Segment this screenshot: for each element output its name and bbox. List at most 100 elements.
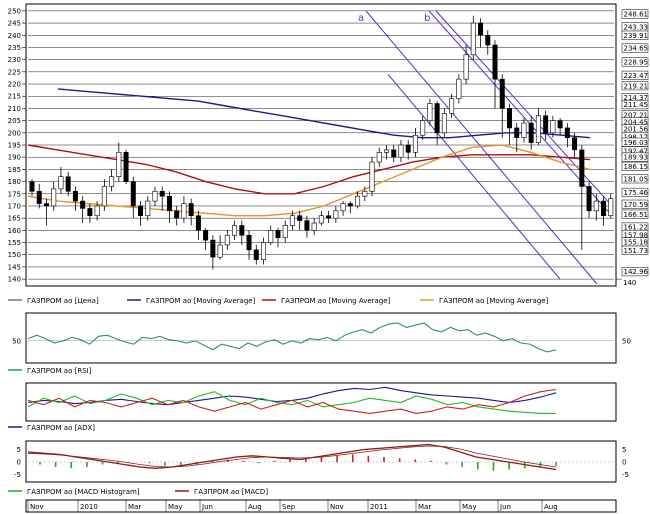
price-label: 207.21 xyxy=(624,112,649,120)
time-axis-label: Jun xyxy=(201,503,213,511)
candle-body xyxy=(51,188,57,207)
candle-body xyxy=(268,230,274,243)
price-label-box xyxy=(621,70,649,80)
price-label-box xyxy=(621,9,649,19)
time-axis-label: Jun xyxy=(499,503,511,511)
price-label-box xyxy=(621,187,649,197)
candle-body xyxy=(333,210,339,219)
candle-body xyxy=(441,112,447,134)
candle-body xyxy=(383,149,389,153)
candle-body xyxy=(65,176,71,192)
price-y-tick-label: 190 xyxy=(8,154,21,162)
candle-body xyxy=(427,103,433,121)
price-legend: ГАЗПРОМ ао [Цена] ГАЗПРОМ ао [Moving Aver… xyxy=(8,297,549,305)
candle-body xyxy=(246,234,252,251)
rsi-legend: ГАЗПРОМ ао [RSI] xyxy=(8,367,92,375)
price-label: 189.93 xyxy=(624,154,649,162)
time-axis-label: Sep xyxy=(282,503,296,511)
channel-label-a: a xyxy=(358,13,364,24)
candle-body xyxy=(311,222,317,231)
price-label: 234.65 xyxy=(624,45,649,53)
rsi-line xyxy=(27,322,557,353)
price-y-tick-label: 200 xyxy=(8,129,21,137)
candle-body xyxy=(463,54,469,80)
candle-body xyxy=(456,78,462,99)
candle-body xyxy=(116,152,122,178)
candle-body xyxy=(304,220,310,231)
adx-legend-entry: ГАЗПРОМ ао [ADX] xyxy=(27,424,95,432)
time-axis: Nov 2010 Mar May Jun Aug Sep Nov 2011 Mar May Jun Au… xyxy=(27,500,558,512)
candle-body xyxy=(152,191,158,202)
candle-body xyxy=(340,203,346,212)
price-y-axis: 140 145 150 155 160 165 170 175 180 185 190 195 200 2… xyxy=(8,7,26,284)
candle-body xyxy=(601,200,607,217)
price-label: 243.33 xyxy=(624,23,649,31)
candle-body xyxy=(506,108,512,129)
price-label-box xyxy=(621,57,649,67)
candle-body xyxy=(36,191,42,204)
price-label: 157.98 xyxy=(624,232,649,240)
price-label-box xyxy=(621,100,649,110)
candle-body xyxy=(87,208,93,217)
candle-body xyxy=(174,210,180,219)
candle-body xyxy=(43,203,49,207)
price-label: 223.47 xyxy=(624,72,649,80)
candle-body xyxy=(478,22,484,36)
price-y-tick-label: 250 xyxy=(8,7,21,15)
price-label-box xyxy=(621,209,649,219)
candle-body xyxy=(297,215,303,221)
candle-body xyxy=(499,78,505,109)
channel-line-d xyxy=(387,73,561,280)
macd-line xyxy=(27,443,557,471)
price-label-box xyxy=(621,267,649,277)
price-label: 201.56 xyxy=(624,125,649,133)
price-y-tick-label: 165 xyxy=(8,215,21,223)
price-y-tick-label: 170 xyxy=(8,202,21,210)
candle-body xyxy=(434,103,440,134)
price-label: 175.46 xyxy=(624,189,649,197)
candle-body xyxy=(275,230,281,238)
legend-entry: ГАЗПРОМ ао [Moving Average] xyxy=(439,297,549,305)
candle-body xyxy=(514,127,520,138)
macd-y-label-left: 0 xyxy=(17,459,21,467)
candle-body xyxy=(593,200,599,212)
candle-body xyxy=(543,115,549,134)
candle-body xyxy=(239,225,245,236)
price-label: 142.96 xyxy=(624,268,649,276)
price-y-tick-label: 160 xyxy=(8,227,21,235)
price-label: 204.45 xyxy=(624,118,649,126)
legend-entry: ГАЗПРОМ ао [Цена] xyxy=(27,297,99,305)
legend-entry: ГАЗПРОМ ао [Moving Average] xyxy=(281,297,391,305)
adx-panel xyxy=(25,382,617,422)
legend-entry: ГАЗПРОМ ао [Moving Average] xyxy=(146,297,256,305)
price-y-tick-label: 145 xyxy=(8,263,21,271)
price-label: 161.22 xyxy=(624,224,649,232)
candle-body xyxy=(405,144,411,153)
price-label: 248.61 xyxy=(624,11,649,19)
candle-body xyxy=(72,191,78,202)
price-y-tick-label: 230 xyxy=(8,56,21,64)
time-axis-label: May xyxy=(462,503,476,511)
candle-body xyxy=(564,127,570,138)
price-y-tick-label: 220 xyxy=(8,81,21,89)
candle-body xyxy=(29,181,35,192)
rsi-panel xyxy=(25,312,617,364)
price-label: 196.03 xyxy=(624,139,649,147)
time-axis-label: Aug xyxy=(248,503,262,511)
candle-body xyxy=(203,230,209,241)
candle-body xyxy=(608,198,614,217)
time-axis-label: Nov xyxy=(30,503,44,511)
candle-body xyxy=(232,225,238,236)
price-label: 170.59 xyxy=(624,201,649,209)
moving-average-line xyxy=(27,144,591,195)
price-label: 186.15 xyxy=(624,163,649,171)
candle-body xyxy=(224,234,230,246)
price-label-box xyxy=(621,174,649,184)
price-label: 155.18 xyxy=(624,238,649,246)
candle-body xyxy=(181,203,187,219)
price-label: 211.45 xyxy=(624,101,649,109)
candle-body xyxy=(195,215,201,231)
candle-body xyxy=(261,242,267,260)
candle-body xyxy=(485,34,491,46)
